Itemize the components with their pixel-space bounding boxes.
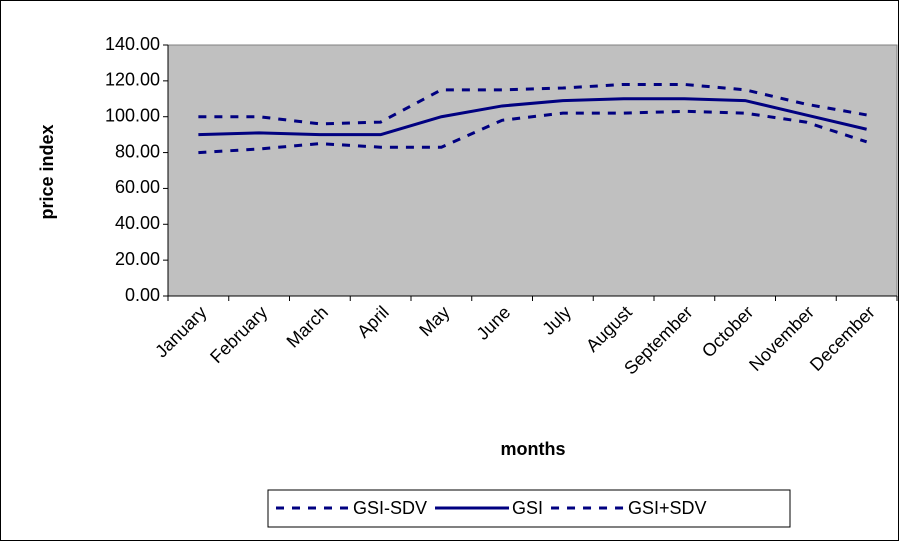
y-tick-label: 40.00	[115, 213, 160, 233]
y-tick-label: 60.00	[115, 177, 160, 197]
y-axis-label: price index	[37, 124, 57, 219]
y-tick-label: 100.00	[105, 105, 160, 125]
y-tick-label: 20.00	[115, 249, 160, 269]
y-tick-label: 0.00	[125, 285, 160, 305]
series-line	[198, 97, 867, 137]
legend-box	[267, 489, 791, 528]
series-line	[198, 82, 867, 126]
y-tick-label: 80.00	[115, 141, 160, 161]
series-line	[198, 109, 868, 155]
y-tick-label: 140.00	[105, 34, 160, 54]
x-axis-label: months	[501, 439, 566, 459]
legend-label: GSI-SDV	[353, 498, 427, 518]
legend-label: GSI+SDV	[628, 498, 707, 518]
y-tick-label: 120.00	[105, 70, 160, 90]
legend-label: GSI	[512, 498, 543, 518]
plot-area	[167, 44, 898, 297]
